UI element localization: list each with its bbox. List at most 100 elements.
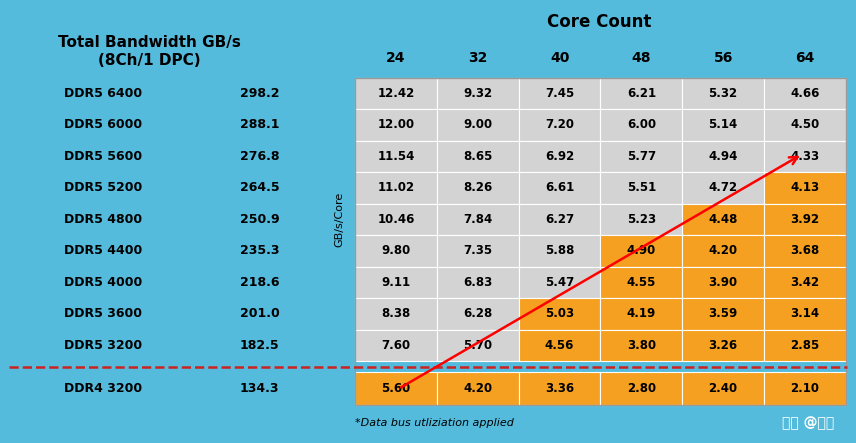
Bar	[519, 235, 601, 267]
Bar	[437, 330, 519, 361]
Text: 182.5: 182.5	[240, 339, 279, 352]
Bar	[519, 78, 601, 109]
Bar	[519, 330, 601, 361]
Text: 5.14: 5.14	[709, 118, 738, 131]
Bar	[764, 330, 846, 361]
Text: 10.46: 10.46	[377, 213, 415, 226]
Text: 8.26: 8.26	[463, 181, 492, 194]
Bar	[601, 109, 682, 140]
Text: 250.9: 250.9	[240, 213, 279, 226]
Text: 5.47: 5.47	[545, 276, 574, 289]
Bar	[682, 267, 764, 298]
Text: 218.6: 218.6	[240, 276, 279, 289]
Bar	[682, 235, 764, 267]
Bar	[355, 140, 437, 172]
Bar	[355, 235, 437, 267]
Bar	[437, 78, 519, 109]
Bar	[355, 78, 437, 109]
Text: *Data bus utliziation applied: *Data bus utliziation applied	[355, 418, 514, 428]
Text: DDR5 4400: DDR5 4400	[64, 244, 142, 257]
Bar	[764, 203, 846, 235]
Bar	[355, 109, 437, 140]
Text: 4.72: 4.72	[709, 181, 738, 194]
Text: 4.20: 4.20	[709, 244, 738, 257]
Text: 9.11: 9.11	[382, 276, 411, 289]
Bar	[764, 235, 846, 267]
Text: DDR5 4800: DDR5 4800	[64, 213, 142, 226]
Text: 4.20: 4.20	[463, 382, 492, 395]
Bar	[601, 235, 682, 267]
Text: 7.35: 7.35	[463, 244, 492, 257]
Bar	[355, 330, 437, 361]
Text: 4.19: 4.19	[627, 307, 656, 320]
Text: 4.94: 4.94	[709, 150, 738, 163]
Text: 2.40: 2.40	[709, 382, 738, 395]
Text: 8.38: 8.38	[382, 307, 411, 320]
Text: 4.56: 4.56	[545, 339, 574, 352]
Text: 56: 56	[713, 51, 733, 65]
Bar	[601, 267, 682, 298]
Text: 3.26: 3.26	[709, 339, 738, 352]
Text: 知乎 @老狼: 知乎 @老狼	[782, 416, 835, 430]
Text: 3.80: 3.80	[627, 339, 656, 352]
Text: 9.32: 9.32	[463, 87, 492, 100]
Text: 7.60: 7.60	[382, 339, 411, 352]
Text: 288.1: 288.1	[240, 118, 279, 131]
Text: 134.3: 134.3	[240, 382, 279, 395]
Text: 4.48: 4.48	[709, 213, 738, 226]
Text: 6.00: 6.00	[627, 118, 656, 131]
Text: 11.02: 11.02	[377, 181, 414, 194]
Text: Core Count: Core Count	[547, 13, 651, 31]
Bar	[682, 109, 764, 140]
Text: 11.54: 11.54	[377, 150, 415, 163]
Bar	[682, 203, 764, 235]
Text: 4.55: 4.55	[627, 276, 656, 289]
Text: 12.00: 12.00	[377, 118, 414, 131]
Text: 5.60: 5.60	[382, 382, 411, 395]
Bar	[437, 140, 519, 172]
Bar	[601, 78, 682, 109]
Bar	[764, 109, 846, 140]
Text: 6.61: 6.61	[545, 181, 574, 194]
Text: 3.90: 3.90	[709, 276, 738, 289]
Bar	[355, 78, 846, 405]
Bar	[601, 298, 682, 330]
Bar	[601, 140, 682, 172]
Bar	[764, 298, 846, 330]
Bar	[355, 267, 437, 298]
Text: 3.92: 3.92	[790, 213, 819, 226]
Bar	[437, 298, 519, 330]
Text: Total Bandwidth GB/s
(8Ch/1 DPC): Total Bandwidth GB/s (8Ch/1 DPC)	[58, 35, 241, 68]
Text: 6.92: 6.92	[545, 150, 574, 163]
Text: 4.13: 4.13	[790, 181, 819, 194]
Text: 5.03: 5.03	[545, 307, 574, 320]
Text: DDR5 6400: DDR5 6400	[64, 87, 142, 100]
Bar	[437, 203, 519, 235]
Bar	[764, 140, 846, 172]
Bar	[601, 203, 682, 235]
Text: 32: 32	[468, 51, 488, 65]
Bar	[355, 172, 437, 203]
Bar	[355, 298, 437, 330]
Text: 6.28: 6.28	[463, 307, 492, 320]
Bar	[601, 172, 682, 203]
Bar	[519, 267, 601, 298]
Bar	[519, 140, 601, 172]
Text: 64: 64	[795, 51, 815, 65]
Text: 5.88: 5.88	[545, 244, 574, 257]
Bar	[437, 172, 519, 203]
Text: 7.45: 7.45	[545, 87, 574, 100]
Bar	[682, 298, 764, 330]
Text: 5.23: 5.23	[627, 213, 656, 226]
Text: DDR4 3200: DDR4 3200	[64, 382, 142, 395]
Text: 276.8: 276.8	[240, 150, 279, 163]
Text: 4.50: 4.50	[790, 118, 819, 131]
Text: 2.10: 2.10	[790, 382, 819, 395]
Bar	[355, 203, 437, 235]
Bar	[764, 172, 846, 203]
Text: 5.70: 5.70	[463, 339, 492, 352]
Bar	[519, 298, 601, 330]
Text: 40: 40	[550, 51, 569, 65]
Bar	[764, 267, 846, 298]
Text: 7.20: 7.20	[545, 118, 574, 131]
